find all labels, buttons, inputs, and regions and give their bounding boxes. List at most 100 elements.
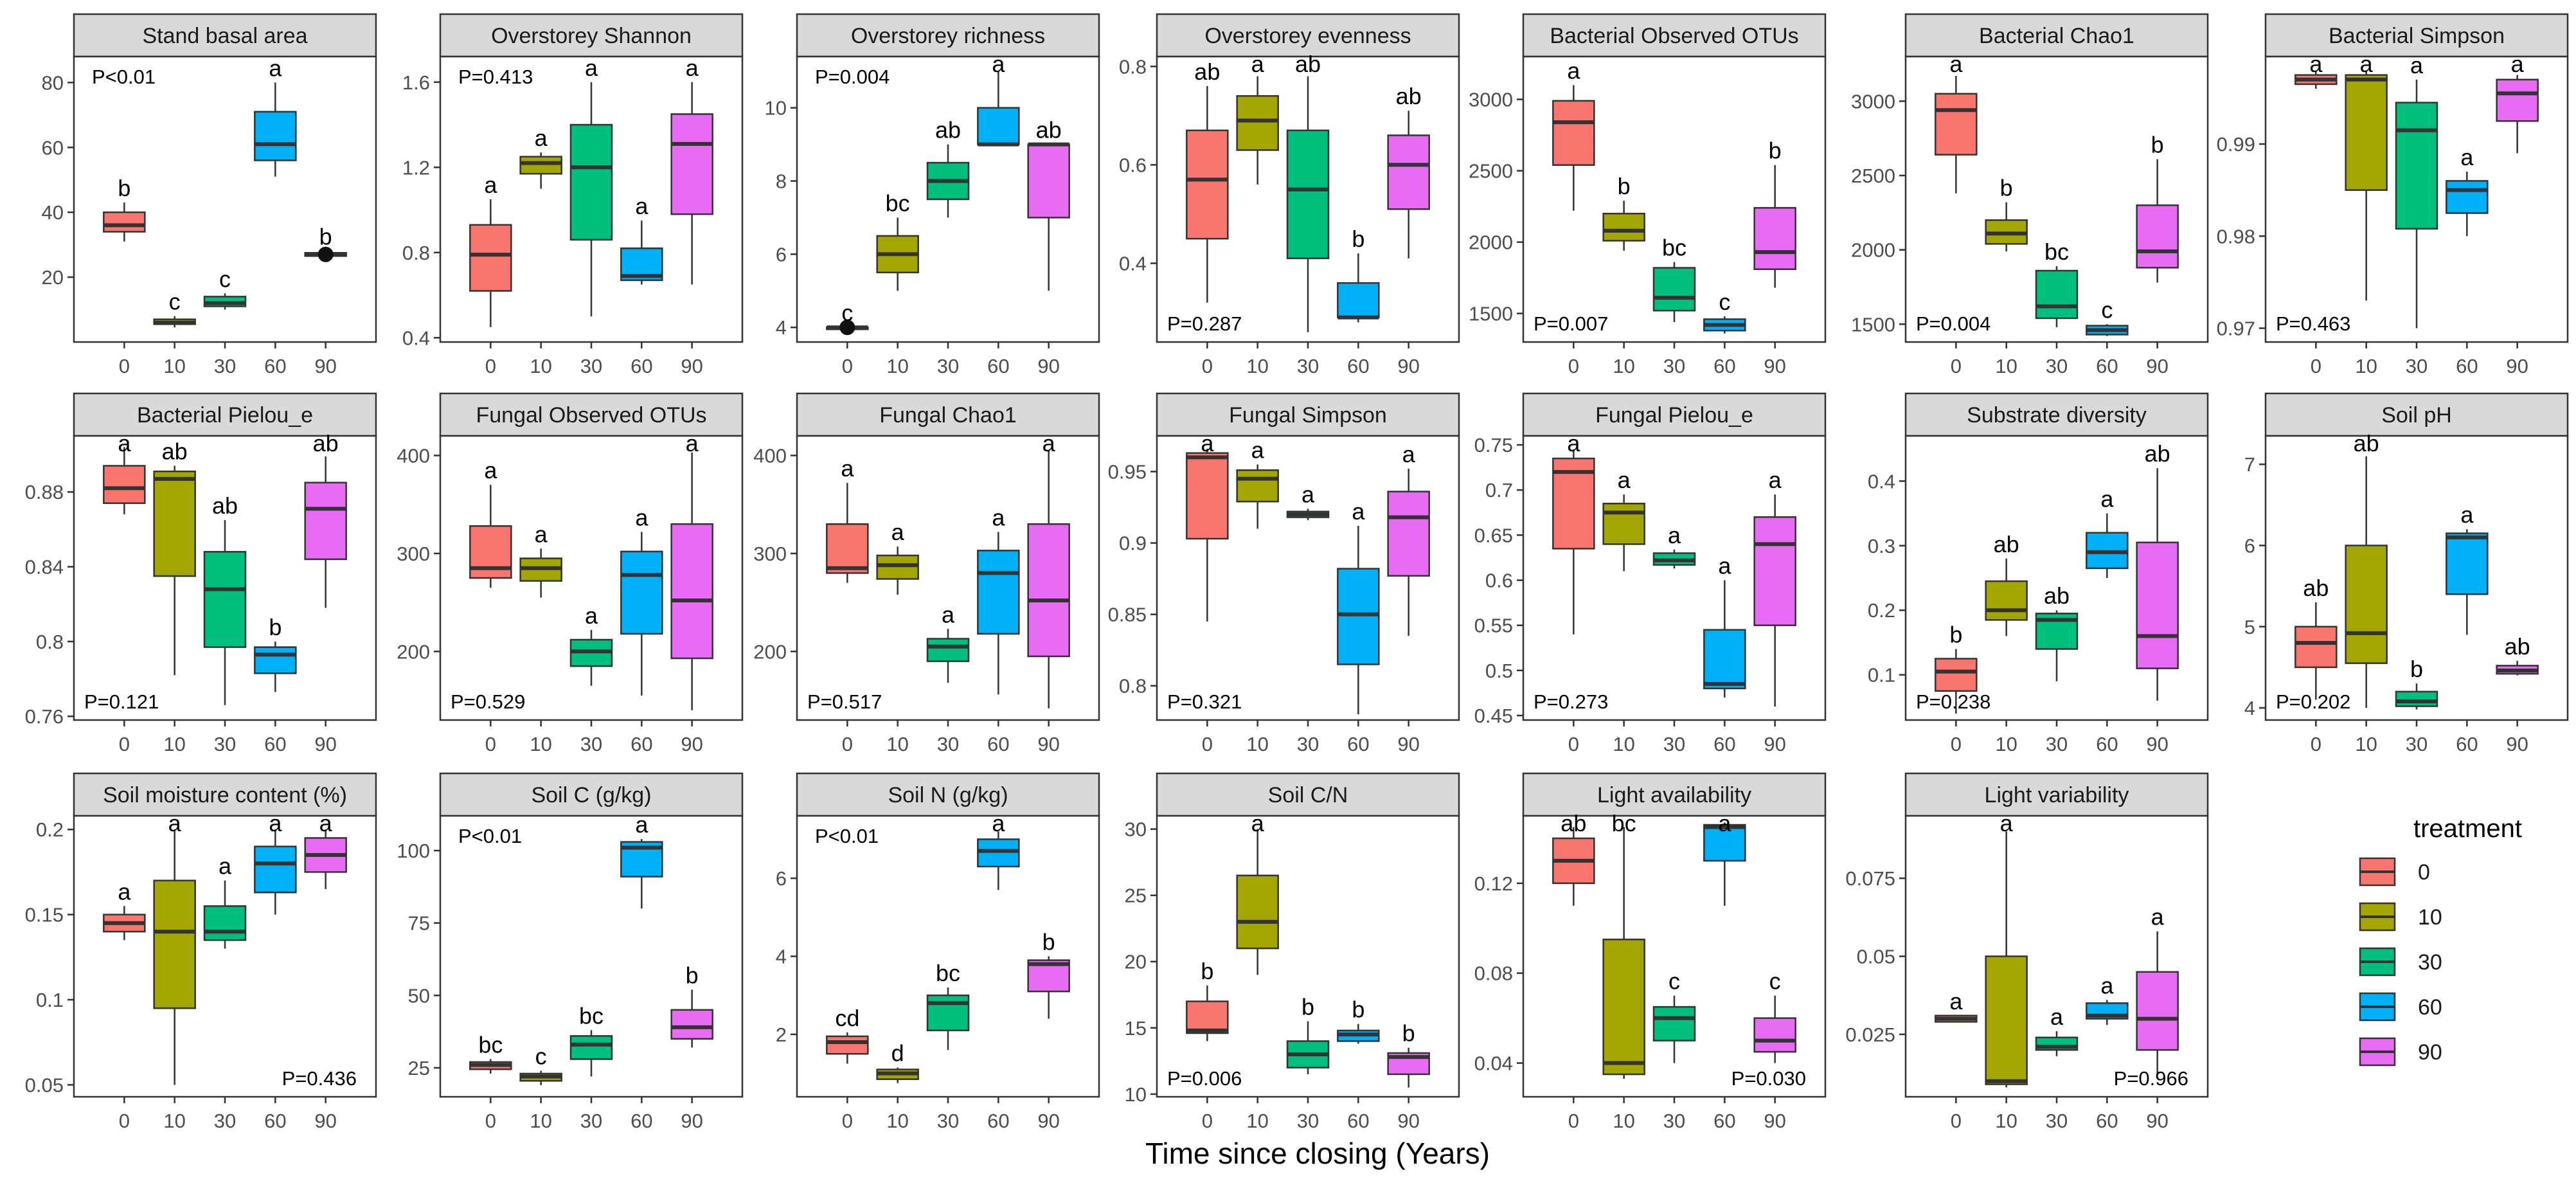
box-body [2294, 626, 2338, 669]
y-tick-label: 75 [408, 912, 430, 935]
y-tick-label: 0.04 [1474, 1052, 1513, 1075]
y-tick-label: 60 [42, 136, 64, 159]
box-90: ab [304, 430, 347, 608]
box-body [926, 638, 970, 662]
significance-letter: a [686, 430, 699, 456]
y-tick-label: 4 [776, 946, 787, 968]
significance-letter: a [2460, 144, 2474, 170]
panel-title: Bacterial Chao1 [1979, 24, 2134, 48]
panel-strip [1156, 392, 1460, 437]
x-tick-label: 60 [1347, 733, 1369, 755]
significance-letter: a [1718, 553, 1731, 579]
x-tick-label: 10 [1613, 1110, 1634, 1132]
box-body [1753, 1017, 1796, 1053]
box-body [153, 879, 196, 1009]
box-body [2446, 532, 2489, 595]
legend-label-90: 90 [2418, 1040, 2442, 1065]
outlier-point [318, 246, 334, 262]
x-tick-label: 60 [264, 1110, 286, 1132]
x-tick-label: 90 [1764, 1110, 1785, 1132]
panel-14: Soil moisture content (%) 0.05 0.1 0.15 0.2 0… [25, 772, 377, 1132]
panel-strip [2264, 392, 2569, 437]
y-tick-label: 0.4 [1868, 470, 1895, 492]
y-tick-label: 1.2 [402, 156, 430, 179]
y-tick-label: 0.98 [2217, 225, 2255, 248]
box-30: a [1652, 522, 1696, 569]
panel-12: Substrate diversity 0.1 0.2 0.3 0.4 0 10 30 60 90… [1868, 392, 2209, 755]
box-90: b [2136, 132, 2179, 283]
significance-letter: c [1719, 289, 1730, 315]
box-0: ab [1552, 810, 1595, 906]
y-tick-label: 25 [408, 1057, 430, 1079]
box-90: a [670, 55, 713, 285]
box-body [1985, 955, 2028, 1085]
y-tick-label: 300 [753, 543, 787, 565]
box-30: c [203, 266, 247, 310]
box-10: a [153, 810, 196, 1085]
significance-letter: a [635, 504, 648, 530]
box-body [1337, 282, 1380, 318]
significance-letter: b [118, 175, 130, 201]
significance-letter: a [1251, 51, 1265, 77]
box-10: a [1985, 810, 2028, 1088]
significance-letter: a [2309, 51, 2323, 77]
box-body [203, 905, 247, 941]
box-0: c [826, 300, 869, 336]
box-90: a [304, 810, 347, 889]
significance-letter: a [1402, 441, 1416, 467]
panel-4: Bacterial Observed OTUs 1500 2000 2500 3000 0… [1469, 13, 1827, 377]
panel-19: Light variability 0.025 0.05 0.075 0 10 30 60 90… [1845, 772, 2209, 1132]
p-value: P<0.01 [815, 825, 879, 847]
box-body [1652, 267, 1696, 312]
x-tick-label: 30 [580, 355, 602, 377]
significance-letter: a [319, 810, 333, 836]
x-tick-label: 90 [314, 355, 336, 377]
significance-letter: ab [313, 430, 339, 456]
x-tick-label: 30 [580, 1110, 602, 1132]
panel-8: Fungal Observed OTUs 200 300 400 0 10 30 60 90 a a… [397, 392, 744, 755]
significance-letter: ab [1994, 531, 2019, 557]
significance-letter: b [686, 962, 699, 988]
box-0: a [469, 457, 512, 588]
box-body [1602, 502, 1645, 545]
panel-15: Soil C (g/kg) 25 50 75 100 0 10 30 60 90 bc c bc a b P<… [397, 772, 744, 1132]
significance-letter: ab [2354, 430, 2379, 456]
x-tick-label: 0 [1951, 733, 1962, 755]
significance-letter: a [2460, 501, 2474, 528]
box-60: a [254, 810, 297, 915]
box-90: b [1753, 138, 1796, 288]
panel-title: Light variability [1985, 783, 2129, 807]
significance-letter: b [1352, 226, 1364, 252]
x-tick-label: 10 [1995, 1110, 2017, 1132]
significance-letter: a [1201, 430, 1214, 456]
x-tick-label: 90 [314, 733, 336, 755]
panel-strip [73, 392, 377, 437]
x-tick-label: 60 [1713, 1110, 1735, 1132]
panel-strip [1904, 13, 2209, 58]
box-60: a [1703, 810, 1746, 906]
y-tick-label: 5 [2244, 616, 2255, 638]
y-tick-label: 1500 [1851, 313, 1895, 336]
x-tick-label: 30 [580, 733, 602, 755]
significance-letter: a [1567, 57, 1580, 84]
significance-letter: bc [478, 1031, 503, 1058]
y-tick-label: 0.95 [1108, 461, 1147, 483]
x-tick-label: 10 [1246, 733, 1268, 755]
p-value: P=0.007 [1534, 312, 1608, 335]
significance-letter: a [1042, 430, 1056, 456]
box-body [1186, 129, 1229, 240]
significance-letter: a [2360, 51, 2374, 77]
p-value: P=0.966 [2114, 1067, 2188, 1090]
panel-title: Bacterial Observed OTUs [1550, 24, 1798, 48]
x-tick-label: 30 [2046, 1110, 2068, 1132]
x-tick-label: 90 [1397, 1110, 1419, 1132]
y-tick-label: 0.05 [25, 1074, 64, 1096]
p-value: P=0.121 [84, 690, 159, 713]
box-body [1186, 1000, 1229, 1034]
box-30: a [569, 55, 613, 317]
p-value: P=0.436 [282, 1067, 357, 1090]
y-tick-label: 0.88 [25, 481, 64, 503]
x-tick-label: 0 [1568, 733, 1579, 755]
panel-title: Overstorey evenness [1204, 24, 1411, 48]
box-60: c [1703, 289, 1746, 334]
